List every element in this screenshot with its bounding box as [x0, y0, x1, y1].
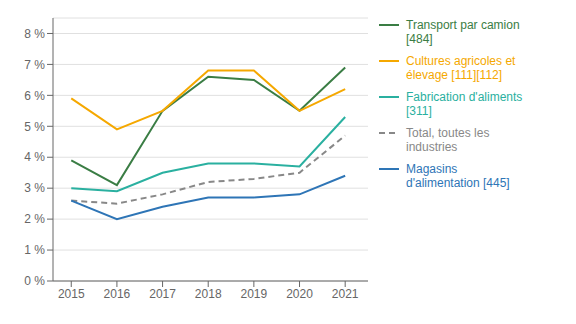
- html-text:Transport par camion [484]: Transport par camion [484]: [406, 18, 520, 46]
- html-text:Cultures agricoles et élevage: Cultures agricoles et élevage [111][112]: [406, 54, 516, 82]
- svg-text:2 %: 2 %: [24, 212, 45, 226]
- html-text:Fabrication d'aliments [311]: Fabrication d'aliments [311]: [406, 90, 523, 118]
- svg-text:5 %: 5 %: [24, 120, 45, 134]
- svg-text:2017: 2017: [149, 287, 176, 301]
- svg-text:6 %: 6 %: [24, 89, 45, 103]
- svg-text:8 %: 8 %: [24, 27, 45, 41]
- svg-text:0 %: 0 %: [24, 274, 45, 288]
- svg-text:2019: 2019: [241, 287, 268, 301]
- svg-text:2015: 2015: [58, 287, 85, 301]
- svg-text:3 %: 3 %: [24, 181, 45, 195]
- svg-text:2018: 2018: [195, 287, 222, 301]
- svg-text:1 %: 1 %: [24, 243, 45, 257]
- svg-text:2016: 2016: [104, 287, 131, 301]
- svg-text:2021: 2021: [332, 287, 359, 301]
- svg-text:7 %: 7 %: [24, 58, 45, 72]
- svg-text:4 %: 4 %: [24, 150, 45, 164]
- html-text:Total, toutes les industries: Total, toutes les industries: [406, 126, 490, 154]
- html-text:Magasins d'alimentation [445]: Magasins d'alimentation [445]: [406, 162, 510, 190]
- svg-text:2020: 2020: [286, 287, 313, 301]
